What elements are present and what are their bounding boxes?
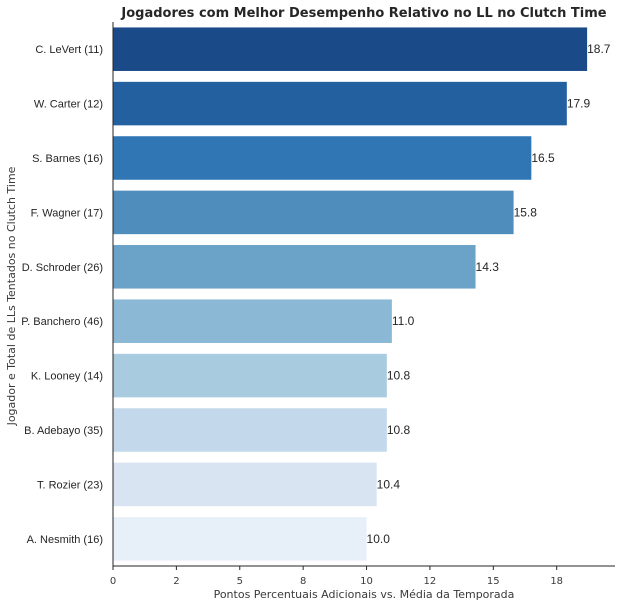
bars-group [113, 27, 588, 561]
data-label: 16.5 [531, 151, 555, 165]
y-tick-label: K. Looney (14) [31, 371, 103, 383]
data-label: 10.4 [377, 477, 401, 491]
x-axis-label: Pontos Percentuais Adicionais vs. Média … [214, 588, 515, 601]
bar [113, 190, 514, 235]
data-labels: 18.7 17.9 16.5 15.8 14.3 11.0 10.8 10.8 10.4 10.0 [367, 42, 611, 546]
data-label: 10.0 [367, 532, 391, 546]
x-tick-label: 5 [237, 576, 243, 587]
y-tick-label: C. LeVert (11) [35, 44, 103, 56]
x-tick-label: 8 [300, 576, 306, 587]
y-tick-label: S. Barnes (16) [32, 153, 103, 165]
x-tick-label: 15 [487, 576, 500, 587]
data-label: 18.7 [587, 42, 611, 56]
y-tick-label: T. Rozier (23) [37, 479, 103, 491]
bar [113, 462, 377, 507]
y-tick-label: A. Nesmith (16) [27, 534, 103, 546]
data-label: 17.9 [567, 97, 591, 111]
y-tick-label: D. Schroder (26) [22, 262, 103, 274]
y-tick-label: P. Banchero (46) [21, 316, 103, 328]
x-tick-label: 12 [424, 576, 437, 587]
y-tick-labels: C. LeVert (11) W. Carter (12) S. Barnes (1… [21, 44, 103, 546]
bar [113, 27, 588, 71]
data-label: 10.8 [387, 423, 411, 437]
bar [113, 245, 476, 289]
y-tick-label: B. Adebayo (35) [24, 425, 103, 437]
bar [113, 517, 367, 561]
data-label: 10.8 [387, 369, 411, 383]
bar [113, 299, 392, 343]
y-tick-label: W. Carter (12) [34, 99, 103, 111]
bar [113, 408, 387, 452]
x-ticks: 0 2 5 8 10 12 15 18 [110, 566, 563, 587]
data-label: 15.8 [514, 205, 538, 219]
x-tick-label: 0 [110, 576, 116, 587]
x-tick-label: 10 [360, 576, 373, 587]
x-tick-label: 2 [173, 576, 179, 587]
x-tick-label: 18 [550, 576, 563, 587]
bar [113, 81, 567, 126]
bar [113, 353, 387, 398]
bar [113, 136, 532, 180]
y-axis-label: Jogador e Total de LLs Tentados no Clutc… [5, 166, 18, 426]
data-label: 14.3 [476, 260, 500, 274]
chart-title: Jogadores com Melhor Desempenho Relativo… [120, 6, 606, 21]
y-tick-label: F. Wagner (17) [31, 207, 103, 219]
data-label: 11.0 [392, 314, 415, 328]
